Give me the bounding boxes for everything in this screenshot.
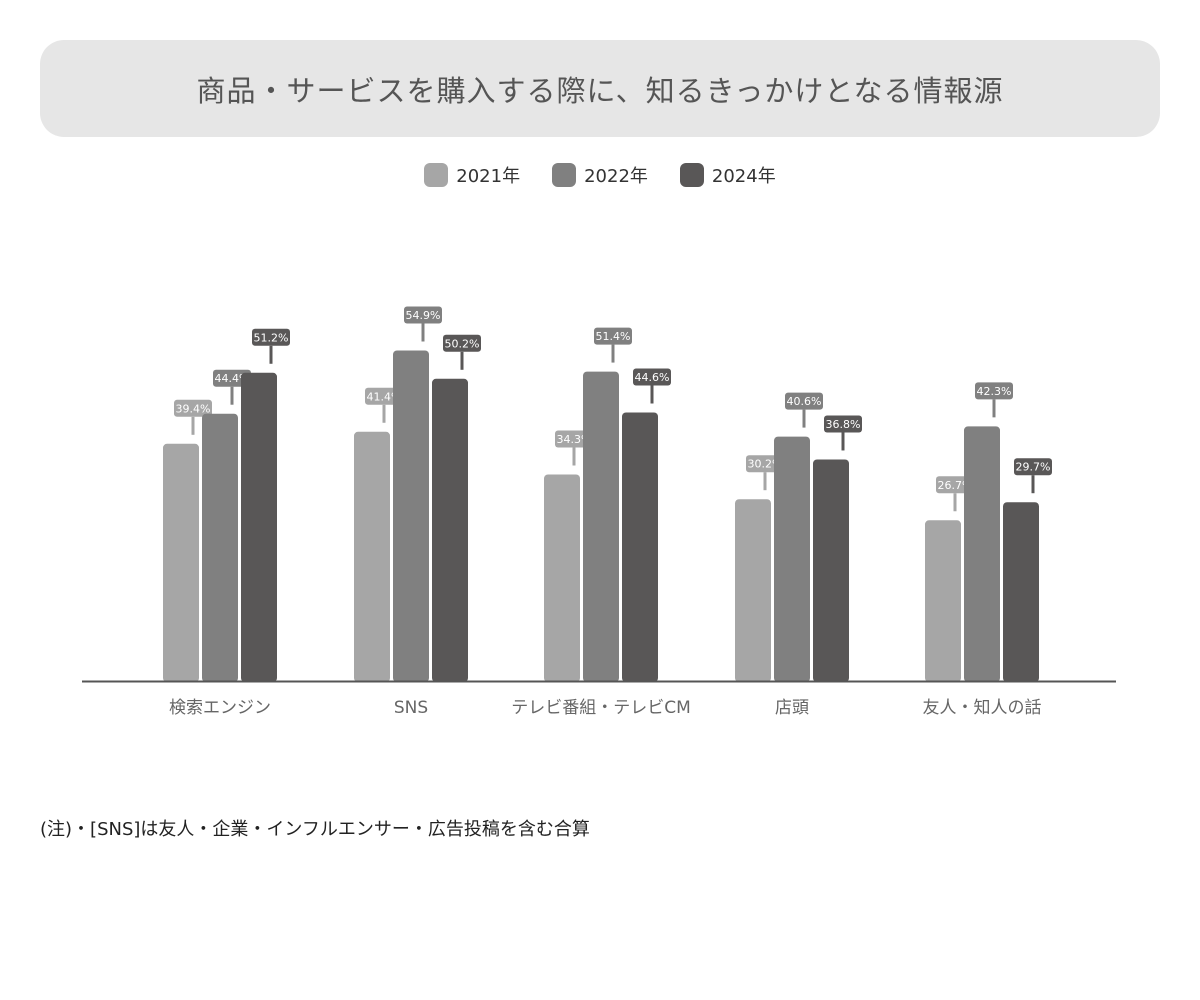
label-box-1-1 [404, 306, 442, 324]
bar-1-0 [202, 413, 238, 682]
label-box-2-2 [633, 368, 671, 386]
bar-1-3 [774, 436, 810, 682]
label-box-0-0 [174, 399, 212, 417]
data-label-1-3: 40.6% [787, 395, 822, 408]
category-label-0: 検索エンジン [169, 698, 271, 718]
legend-item-2022: 2022年 [552, 162, 648, 188]
bar-1-4 [964, 426, 1000, 682]
category-label-1: SNS [394, 698, 428, 718]
legend-label-2024: 2024年 [711, 166, 776, 187]
data-label-1-1: 54.9% [406, 309, 441, 322]
bar-0-1 [354, 431, 390, 682]
data-label-2-1: 50.2% [445, 337, 480, 350]
bar-2-4 [1003, 502, 1039, 682]
data-label-0-1: 41.4% [367, 390, 402, 403]
label-box-2-0 [252, 328, 290, 346]
bar-0-2 [544, 474, 580, 682]
bar-1-2 [583, 371, 619, 682]
legend-item-2024: 2024年 [679, 162, 776, 188]
bar-0-3 [735, 499, 771, 682]
legend-swatch-2021 [424, 163, 449, 187]
legend-swatch-2022 [552, 163, 577, 187]
category-label-4: 友人・知人の話 [923, 698, 1042, 718]
category-label-3: 店頭 [775, 698, 809, 718]
footnote: (注)・[SNS]は友人・企業・インフルエンサー・広告投稿を含む合算 [40, 819, 590, 840]
bar-2-1 [432, 378, 468, 682]
data-label-2-2: 44.6% [635, 371, 670, 384]
bar-1-1 [393, 350, 429, 682]
category-label-2: テレビ番組・テレビCM [511, 698, 691, 718]
data-label-2-3: 36.8% [826, 418, 861, 431]
data-label-2-0: 51.2% [254, 331, 289, 344]
data-label-2-4: 29.7% [1016, 461, 1051, 474]
chart-legend: 2021年 2022年 2024年 [0, 160, 1200, 190]
label-box-2-3 [824, 415, 862, 433]
data-label-0-4: 26.7% [938, 479, 973, 492]
data-label-1-2: 51.4% [596, 330, 631, 343]
bar-2-2 [622, 412, 658, 682]
bar-2-3 [813, 459, 849, 682]
label-box-1-3 [785, 392, 823, 410]
legend-swatch-2024 [679, 163, 704, 187]
legend-label-2021: 2021年 [456, 166, 521, 187]
data-label-1-4: 42.3% [977, 385, 1012, 398]
bar-chart: 39.4% 44.4% 51.2% 検索エンジン 41.4% 54.9% 50.2% SNS 3… [82, 306, 1116, 718]
data-label-0-2: 34.3% [557, 433, 592, 446]
chart-title-box: 商品・サービスを購入する際に、知るきっかけとなる情報源 [40, 40, 1160, 137]
bar-0-0 [163, 443, 199, 682]
chart-title: 商品・サービスを購入する際に、知るきっかけとなる情報源 [196, 73, 1004, 108]
bar-0-4 [925, 520, 961, 682]
legend-item-2021: 2021年 [424, 162, 520, 188]
data-label-1-0: 44.4% [215, 372, 250, 385]
label-box-1-4 [975, 382, 1013, 400]
bar-2-0 [241, 372, 277, 682]
label-box-1-2 [594, 327, 632, 345]
label-box-2-1 [443, 334, 481, 352]
legend-label-2022: 2022年 [584, 166, 648, 187]
data-label-0-3: 30.2% [748, 458, 783, 471]
data-label-0-0: 39.4% [176, 402, 211, 415]
label-box-2-4 [1014, 458, 1052, 476]
